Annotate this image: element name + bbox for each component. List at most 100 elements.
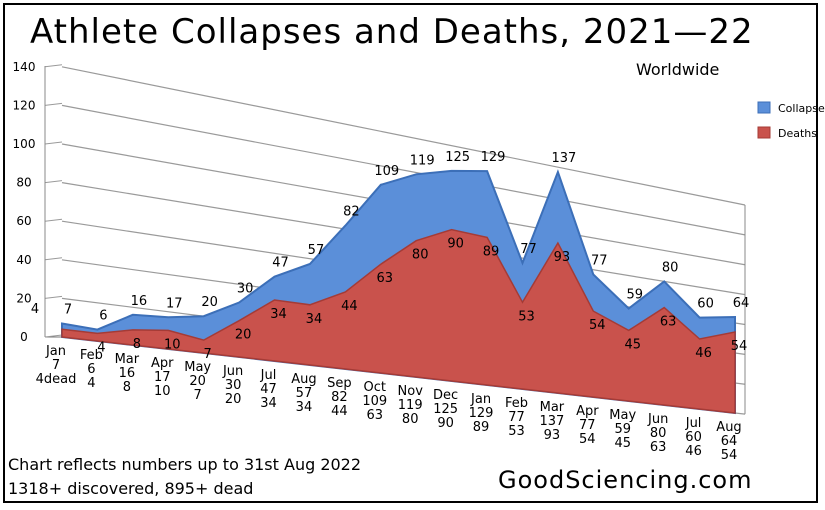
death-value-label: 54 <box>589 318 606 333</box>
y-tick-label: 20 <box>16 291 31 305</box>
y-tick-label: 80 <box>16 176 31 190</box>
x-death-count: 45 <box>614 436 631 451</box>
x-category-label: Nov <box>398 384 424 399</box>
collapse-value-label: 77 <box>591 254 608 269</box>
footnote-date: Chart reflects numbers up to 31st Aug 20… <box>8 455 362 474</box>
death-value-label: 7 <box>204 347 212 362</box>
x-category-label: Feb <box>505 396 528 411</box>
x-category-label: Jul <box>260 368 277 383</box>
x-collapse-count: 57 <box>296 386 313 401</box>
x-category-label: Jan <box>470 392 491 407</box>
collapse-value-label: 4 <box>31 302 39 317</box>
collapse-value-label: 77 <box>520 242 537 257</box>
x-category-label: Oct <box>364 380 386 395</box>
x-collapse-count: 109 <box>362 394 387 409</box>
y-tick-label: 0 <box>20 330 28 344</box>
death-value-label: 4 <box>97 340 105 355</box>
collapse-value-label: 6 <box>99 309 107 324</box>
death-value-label: 34 <box>270 307 287 322</box>
x-collapse-count: 80 <box>650 426 667 441</box>
x-collapse-count: 6 <box>87 362 95 377</box>
x-collapse-count: 16 <box>119 366 136 381</box>
x-category-label: Dec <box>433 388 458 403</box>
y-tick-label: 60 <box>16 214 31 228</box>
x-death-count: 4dead <box>36 372 77 387</box>
footnote-totals: 1318+ discovered, 895+ dead <box>8 479 254 498</box>
death-value-label: 34 <box>306 312 323 327</box>
grid-tick-140 <box>44 64 63 68</box>
y-tick-label: 120 <box>13 98 36 112</box>
x-category-label: Apr <box>576 404 599 419</box>
grid-tick-20 <box>44 295 63 299</box>
grid-tick-60 <box>44 218 63 222</box>
x-death-count: 63 <box>650 440 667 455</box>
x-collapse-count: 60 <box>685 430 702 445</box>
collapse-value-label: 20 <box>201 295 218 310</box>
collapse-value-label: 109 <box>374 164 399 179</box>
x-collapse-count: 119 <box>398 398 423 413</box>
x-collapse-count: 64 <box>721 434 738 449</box>
collapse-value-label: 137 <box>551 151 576 166</box>
y-tick-label: 100 <box>13 137 36 151</box>
x-death-count: 90 <box>437 416 454 431</box>
collapse-value-label: 30 <box>237 281 254 296</box>
x-category-label: Mar <box>540 400 565 415</box>
collapse-value-label: 125 <box>445 150 470 165</box>
death-value-label: 90 <box>447 237 464 252</box>
death-value-label: 10 <box>164 337 181 352</box>
gridline-120 <box>61 104 746 236</box>
x-category-label: Jul <box>685 416 702 431</box>
x-death-count: 8 <box>123 380 131 395</box>
grid-tick-100 <box>44 141 63 145</box>
x-death-count: 34 <box>260 396 277 411</box>
death-value-label: 44 <box>341 299 358 314</box>
grid-tick-0 <box>44 334 63 338</box>
x-collapse-count: 30 <box>225 378 242 393</box>
chart-title: Athlete Collapses and Deaths, 2021—22 <box>30 12 754 52</box>
grid-tick-120 <box>44 102 63 106</box>
x-death-count: 46 <box>685 444 702 459</box>
x-death-count: 54 <box>721 448 738 463</box>
x-death-count: 4 <box>87 376 95 391</box>
legend-label-deaths: Deaths <box>778 127 817 140</box>
collapse-value-label: 7 <box>64 302 72 317</box>
death-value-label: 63 <box>660 315 677 330</box>
x-category-label: Aug <box>291 372 316 387</box>
x-collapse-count: 59 <box>614 422 631 437</box>
deaths-area <box>61 228 736 414</box>
x-category-label: May <box>184 360 211 375</box>
death-value-label: 63 <box>377 271 394 286</box>
death-value-label: 54 <box>731 339 748 354</box>
x-collapse-count: 129 <box>469 406 494 421</box>
x-category-label: May <box>609 408 636 423</box>
collapse-value-label: 57 <box>308 243 325 258</box>
x-category-label: Mar <box>115 352 140 367</box>
x-category-label: Jan <box>45 344 66 359</box>
chart-subtitle: Worldwide <box>636 60 720 79</box>
x-category-label: Jun <box>222 364 243 379</box>
x-death-count: 80 <box>402 412 419 427</box>
death-value-label: 80 <box>412 248 429 263</box>
collapse-value-label: 129 <box>481 150 506 165</box>
x-collapse-count: 47 <box>260 382 277 397</box>
x-category-label: Feb <box>80 348 103 363</box>
collapse-value-label: 16 <box>131 294 148 309</box>
death-value-label: 20 <box>235 328 252 343</box>
x-category-label: Jun <box>647 412 668 427</box>
x-death-count: 53 <box>508 424 525 439</box>
collapse-value-label: 17 <box>166 296 183 311</box>
death-value-label: 93 <box>554 250 571 265</box>
x-collapse-count: 125 <box>433 402 458 417</box>
x-death-count: 10 <box>154 384 171 399</box>
collapse-value-label: 119 <box>410 153 435 168</box>
x-death-count: 54 <box>579 432 596 447</box>
x-category-label: Apr <box>151 356 174 371</box>
death-value-label: 45 <box>624 337 641 352</box>
x-death-count: 34 <box>296 400 313 415</box>
collapse-value-label: 80 <box>662 260 679 275</box>
x-death-count: 89 <box>473 420 490 435</box>
death-value-label: 53 <box>518 309 535 324</box>
x-death-count: 7 <box>194 388 202 403</box>
death-value-label: 89 <box>483 244 500 259</box>
x-death-count: 20 <box>225 392 242 407</box>
